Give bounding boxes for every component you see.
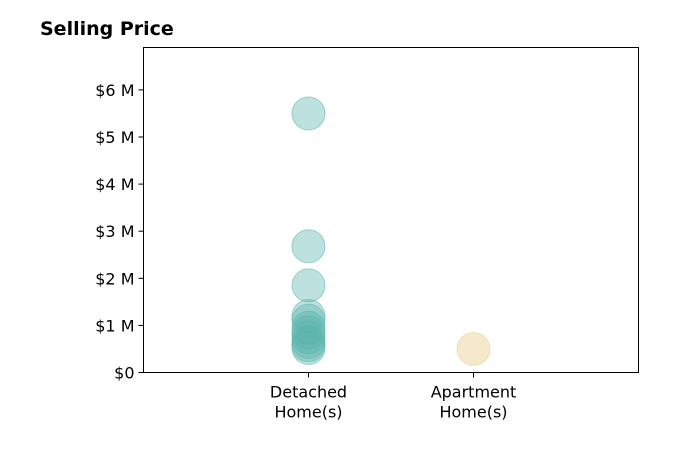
data-point — [291, 320, 326, 355]
data-point — [291, 268, 326, 303]
y-tick-label: $4 M — [95, 175, 134, 194]
y-tick-label: $0 — [114, 364, 134, 383]
data-point — [291, 315, 326, 350]
y-tick-label: $1 M — [95, 316, 134, 335]
x-tick-label: Detached — [270, 383, 347, 402]
data-point — [291, 229, 326, 264]
plot-frame — [143, 47, 639, 373]
data-point — [291, 331, 326, 366]
y-axis: $0 $1 M $2 M $3 M $4 M $5 M $6 M — [95, 81, 144, 383]
data-point — [291, 96, 326, 131]
data-point — [291, 310, 326, 345]
y-tick-label: $2 M — [95, 269, 134, 288]
chart-title: Selling Price — [40, 18, 174, 40]
x-tick-label: Home(s) — [439, 403, 507, 422]
data-point — [456, 331, 491, 366]
y-tick-label: $6 M — [95, 81, 134, 100]
x-tick-label: Apartment — [431, 383, 517, 402]
x-tick-label: Home(s) — [274, 403, 342, 422]
y-tick-label: $3 M — [95, 222, 134, 241]
points-layer — [291, 96, 491, 366]
y-tick-label: $5 M — [95, 128, 134, 147]
